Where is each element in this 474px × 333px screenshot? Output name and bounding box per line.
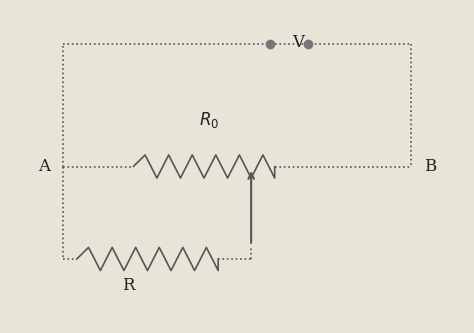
Text: B: B: [424, 158, 437, 175]
Text: V: V: [292, 34, 304, 51]
Text: R: R: [122, 277, 135, 294]
Text: A: A: [38, 158, 50, 175]
Text: $R_0$: $R_0$: [199, 110, 219, 130]
